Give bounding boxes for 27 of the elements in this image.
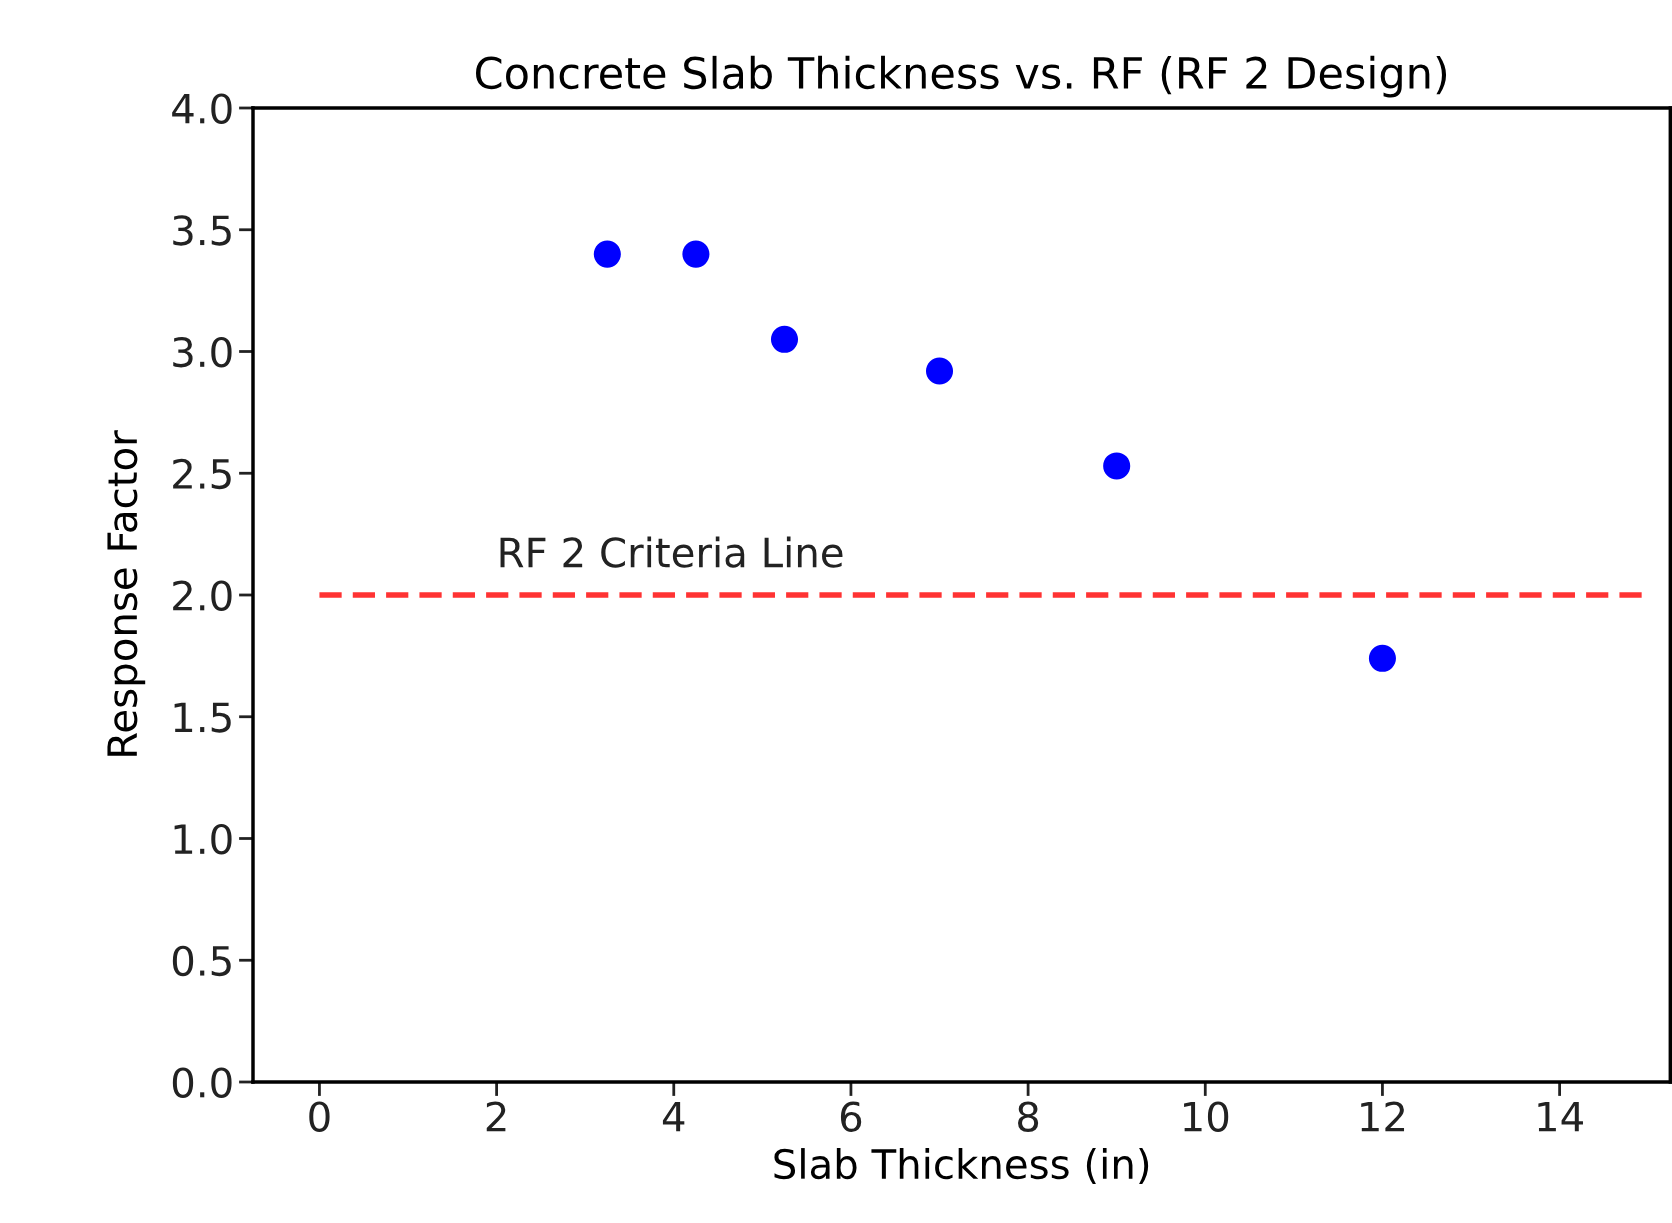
y-tick-label: 3.0 xyxy=(173,336,232,368)
point xyxy=(682,240,710,268)
x-tick-label: 2 xyxy=(486,1101,506,1132)
x-tick-label: 6 xyxy=(840,1101,862,1132)
x-tick-label: 10 xyxy=(1184,1101,1229,1132)
x-tick-label: 12 xyxy=(1361,1101,1405,1132)
y-tick-label: 2.5 xyxy=(173,458,231,490)
x-tick-label: 8 xyxy=(1018,1101,1039,1132)
point xyxy=(925,357,954,385)
y-tick-label: 3.5 xyxy=(173,215,231,246)
series-label: RF 2 Criteria Line xyxy=(500,536,843,568)
x-axis-title: Slab Thickness (in) xyxy=(774,1148,1149,1184)
y-tick-label: 1.0 xyxy=(174,823,232,855)
y-tick-label: 0.5 xyxy=(172,945,231,977)
chart-title: Concrete Slab Thickness vs. RF (RF 2 Design) xyxy=(476,55,1447,98)
x-tick-label: 0 xyxy=(309,1101,330,1132)
point xyxy=(770,325,799,353)
point xyxy=(1103,452,1131,480)
y-tick-label: 0.0 xyxy=(172,1067,232,1098)
x-tick-label: 14 xyxy=(1538,1101,1583,1132)
y-tick-label: 1.5 xyxy=(174,702,231,733)
point xyxy=(593,240,621,268)
y-tick-label: 4.0 xyxy=(172,93,232,124)
y-axis-title: Response Factor xyxy=(107,430,146,756)
point xyxy=(1368,644,1396,672)
x-tick-label: 4 xyxy=(662,1101,685,1132)
y-tick-label: 2.0 xyxy=(173,580,232,611)
